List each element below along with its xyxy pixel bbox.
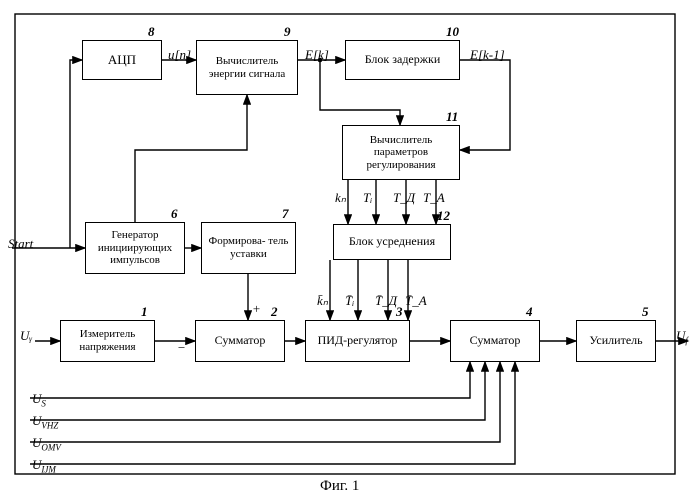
block-b10: Блок задержки <box>345 40 460 80</box>
label: Uᵧ <box>20 328 32 344</box>
block-num-b5: 5 <box>642 304 649 320</box>
label: u[n] <box>168 47 191 63</box>
block-b6: Генератор инициирующих импульсов <box>85 222 185 274</box>
block-num-b9: 9 <box>284 24 291 40</box>
block-b1: Измеритель напряжения <box>60 320 155 362</box>
label: + <box>252 301 261 317</box>
block-num-b6: 6 <box>171 206 178 222</box>
label: E[k] <box>305 47 329 63</box>
block-b7: Формирова- тель уставки <box>201 222 296 274</box>
label: kₙ <box>335 190 346 206</box>
block-num-b2: 2 <box>271 304 278 320</box>
label: T̄_Д <box>375 293 397 309</box>
label: UIJM <box>32 457 56 475</box>
block-num-b7: 7 <box>282 206 289 222</box>
block-num-b11: 11 <box>446 109 458 125</box>
block-b4: Сумматор <box>450 320 540 362</box>
label: UOMV <box>32 435 61 453</box>
block-num-b1: 1 <box>141 304 148 320</box>
block-b9: Вычислитель энергии сигнала <box>196 40 298 95</box>
block-b12: Блок усреднения <box>333 224 451 260</box>
block-b2: Сумматор <box>195 320 285 362</box>
block-b8: АЦП <box>82 40 162 80</box>
label: T_A <box>423 190 445 206</box>
label: Tᵢ <box>363 190 372 206</box>
label: Start <box>8 236 33 252</box>
block-num-b4: 4 <box>526 304 533 320</box>
label: T̄_A <box>405 293 427 309</box>
figure-caption: Фиг. 1 <box>320 478 359 495</box>
block-b3: ПИД-регулятор <box>305 320 410 362</box>
label: Uf <box>676 328 688 346</box>
block-b5: Усилитель <box>576 320 656 362</box>
label: − <box>177 340 186 356</box>
block-b11: Вычислитель параметров регулирования <box>342 125 460 180</box>
label: US <box>32 391 46 409</box>
label: T_Д <box>393 190 415 206</box>
block-num-b8: 8 <box>148 24 155 40</box>
label: UVHZ <box>32 413 58 431</box>
label: T̄ᵢ <box>345 293 354 309</box>
label: k̄ₙ <box>317 293 328 309</box>
block-num-b12: 12 <box>437 208 450 224</box>
label: E[k-1] <box>470 47 505 63</box>
block-num-b10: 10 <box>446 24 459 40</box>
